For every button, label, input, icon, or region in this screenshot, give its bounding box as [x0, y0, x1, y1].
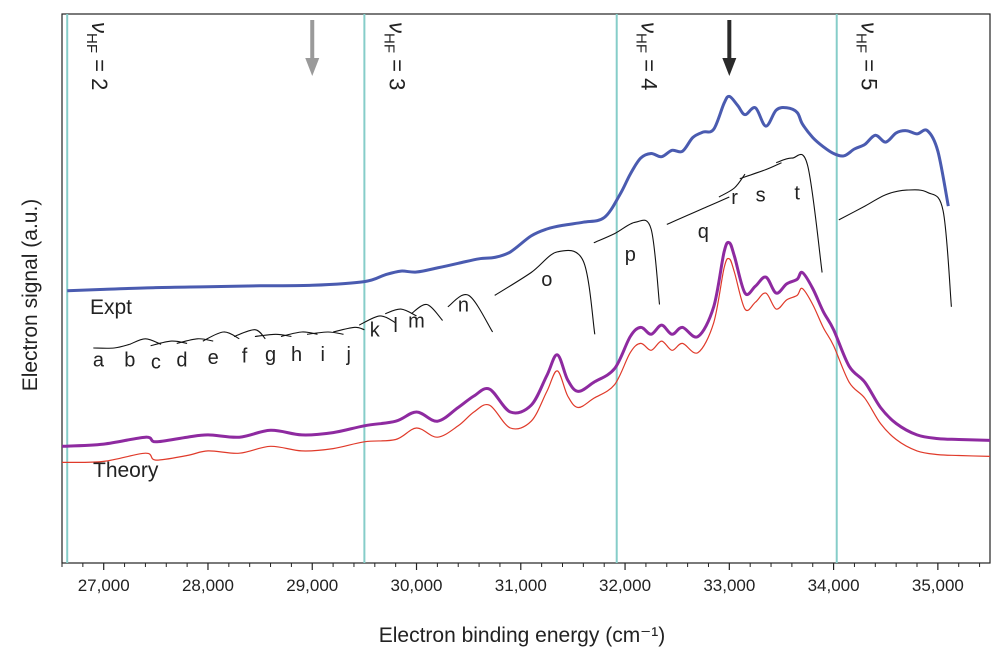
segment-f: [233, 329, 266, 340]
segment-label-t: t: [794, 182, 800, 204]
data-series: [61, 94, 991, 464]
x-tick-label-6: 33,000: [703, 576, 755, 595]
x-tick-label-4: 31,000: [495, 576, 547, 595]
segment-label-a: a: [93, 349, 105, 371]
arrow-head-1: [722, 58, 737, 76]
series-label-expt: Expt: [90, 296, 132, 319]
segment-s: [739, 162, 782, 180]
segment-label-d: d: [176, 349, 187, 371]
segment-b: [129, 338, 162, 345]
vline-label-0: νHF = 2: [83, 22, 112, 90]
segment-label-c: c: [151, 352, 161, 374]
segment-label-m: m: [408, 310, 425, 332]
segment-i: [306, 331, 344, 335]
segment-c: [150, 340, 188, 347]
segment-m: [410, 303, 444, 321]
x-tick-label-5: 32,000: [599, 576, 651, 595]
segment-label-r: r: [731, 187, 738, 209]
vertical-marker-lines: νHF = 2 νHF = 3 νHF = 4 νHF = 5: [66, 14, 882, 563]
series-line-theory: [61, 240, 991, 448]
segment-label-b: b: [124, 349, 135, 371]
segment-g: [254, 333, 292, 338]
segment-q: [666, 196, 730, 225]
plot-border: [61, 13, 991, 564]
vline-label-1: νHF = 3: [380, 22, 409, 90]
segment-k: [358, 315, 396, 326]
segment-label-f: f: [242, 346, 248, 368]
x-tick-label-0: 27,000: [78, 576, 130, 595]
segment-label-g: g: [265, 344, 276, 366]
segment-e: [202, 331, 240, 342]
segment-p: [593, 219, 661, 305]
segment-a: [93, 343, 130, 349]
segment-extra-20: [838, 189, 952, 307]
segment-label-q: q: [698, 221, 709, 243]
segment-label-p: p: [625, 244, 636, 266]
arrow-head-0: [305, 58, 320, 76]
segment-d: [176, 338, 214, 344]
x-tick-label-1: 28,000: [182, 576, 234, 595]
segment-label-i: i: [320, 344, 324, 366]
segment-label-k: k: [370, 320, 381, 342]
segment-label-j: j: [346, 344, 351, 366]
arrows: [305, 20, 737, 76]
segment-label-h: h: [291, 344, 302, 366]
segment-j: [332, 326, 365, 333]
x-axis: 27,000 28,000 29,000 30,000 31,000 32,000 33,0…: [61, 563, 981, 595]
series-label-theory: Theory: [93, 459, 159, 482]
y-axis-title: Electron signal (a.u.): [19, 199, 42, 392]
segment-label-n: n: [458, 294, 469, 316]
segment-label-s: s: [756, 185, 766, 207]
segment-labels: a b c d e f g h i jk l m n o p qr s t: [93, 182, 800, 373]
x-tick-label-2: 29,000: [286, 576, 338, 595]
vline-label-2: νHF = 4: [633, 22, 662, 90]
segment-o: [494, 249, 596, 335]
x-tick-label-8: 35,000: [912, 576, 964, 595]
series-line-theory_thin: [61, 257, 991, 464]
segment-t: [776, 153, 823, 273]
vline-label-3: νHF = 5: [853, 22, 882, 90]
segment-n: [447, 294, 494, 333]
x-tick-label-3: 30,000: [391, 576, 443, 595]
segment-label-o: o: [541, 269, 552, 291]
plot-frame: [61, 13, 991, 564]
segment-l: [385, 308, 417, 317]
expt-segments: [93, 153, 952, 349]
x-axis-title: Electron binding energy (cm⁻¹): [379, 624, 666, 647]
series-line-expt: [67, 94, 950, 293]
x-tick-label-7: 34,000: [808, 576, 860, 595]
segment-label-e: e: [208, 347, 219, 369]
segment-label-l: l: [393, 315, 397, 337]
